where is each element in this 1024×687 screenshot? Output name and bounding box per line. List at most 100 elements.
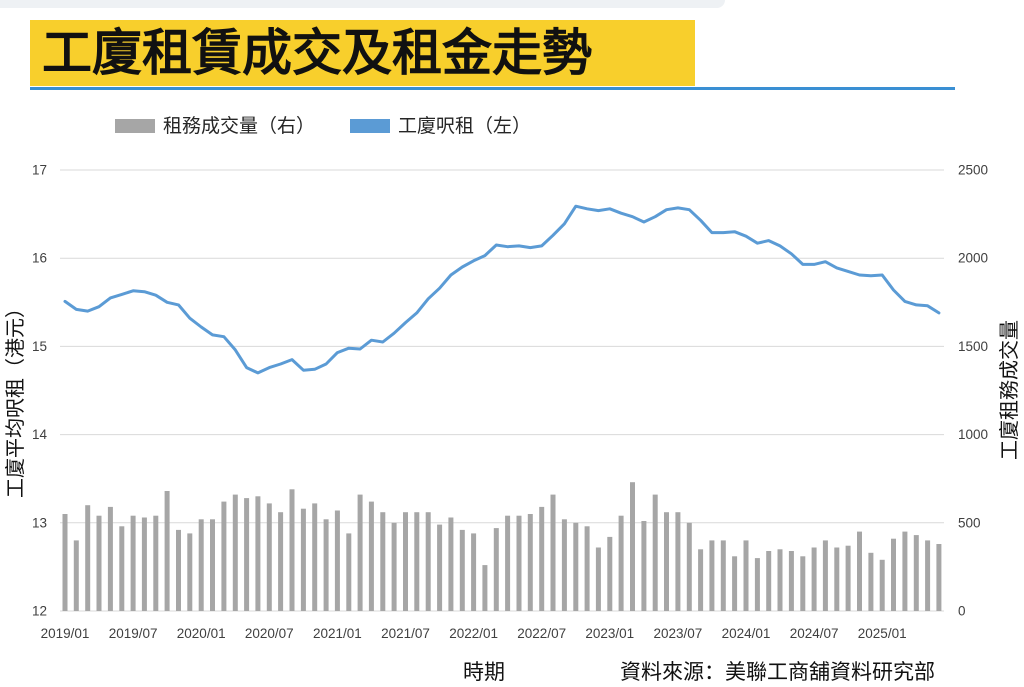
volume-bar [73, 540, 79, 611]
volume-bar [266, 503, 272, 611]
rent-line [63, 204, 941, 375]
volume-bar [822, 540, 828, 611]
y-axis-left-title: 工廈平均呎租（港元） [3, 298, 27, 498]
x-tick-label: 2022/01 [449, 626, 498, 641]
volume-bar [493, 528, 499, 611]
volume-bar [130, 515, 136, 611]
volume-bar [720, 540, 726, 611]
volume-bar [312, 503, 318, 611]
x-tick-label: 2024/07 [790, 626, 839, 641]
volume-bar [368, 501, 374, 611]
x-tick-label: 2020/07 [245, 626, 294, 641]
volume-bar [85, 505, 91, 611]
y-left-tick-label: 12 [32, 604, 47, 619]
header-strip [0, 0, 725, 8]
volume-bar [527, 514, 533, 611]
volume-bar [675, 512, 681, 611]
volume-bar [437, 524, 443, 611]
volume-bar [300, 508, 306, 611]
volume-bar [607, 536, 613, 611]
volume-bar [664, 512, 669, 611]
legend-label-volume: 租務成交量（右） [163, 115, 316, 137]
volume-bar [925, 540, 931, 611]
x-tick-label: 2020/01 [177, 626, 226, 641]
volume-bar [857, 531, 862, 611]
x-tick-label: 2019/01 [41, 626, 90, 641]
volume-bar [879, 559, 885, 611]
chart-title: 工廈租賃成交及租金走勢 [42, 24, 592, 82]
volume-bar [289, 489, 295, 611]
y-left-tick-label: 15 [32, 339, 47, 354]
legend-label-rent: 工廈呎租（左） [398, 115, 532, 137]
volume-bar [595, 547, 601, 611]
y-right-tick-label: 2500 [958, 163, 988, 178]
volume-bar [414, 512, 420, 611]
volume-bar [902, 531, 908, 611]
volume-bar [777, 549, 783, 611]
volume-bar [630, 482, 635, 611]
y-axis-right-title: 工廈租務成交量 [997, 320, 1021, 460]
y-left-tick-label: 17 [32, 163, 47, 178]
volume-bar [868, 552, 874, 611]
volume-bar [141, 517, 147, 611]
volume-bar [618, 515, 624, 611]
volume-bar [754, 558, 760, 611]
volume-bar [448, 517, 454, 611]
volume-bar [221, 501, 227, 611]
source-note: 資料來源：美聯工商舖資料研究部 [620, 660, 935, 684]
volume-bar [323, 519, 329, 611]
volume-bar [732, 556, 738, 611]
volume-bar [119, 526, 125, 611]
volume-bar [187, 533, 193, 611]
volume-bar [800, 556, 806, 611]
title-underline [30, 87, 955, 90]
volume-bar [482, 565, 488, 611]
volume-bar [244, 498, 250, 611]
volume-bar [346, 533, 352, 611]
x-axis-title: 時期 [463, 660, 505, 684]
volume-bar [913, 535, 919, 611]
volume-bar [561, 519, 567, 611]
y-right-tick-label: 1500 [958, 339, 988, 354]
volume-bar [584, 526, 590, 611]
volume-bar [198, 519, 204, 611]
volume-bar [471, 533, 477, 611]
y-left-tick-label: 14 [32, 427, 48, 442]
volume-bar [62, 514, 68, 611]
volume-bar [834, 547, 840, 611]
volume-bar [505, 515, 511, 611]
volume-bar [686, 522, 692, 611]
volume-bar [652, 494, 658, 611]
y-right-tick-label: 1000 [958, 427, 988, 442]
volume-bar [153, 515, 159, 611]
y-left-tick-label: 16 [32, 251, 47, 266]
legend-swatch-rent [350, 119, 390, 133]
volume-bar [232, 494, 238, 611]
legend-swatch-volume [115, 119, 155, 133]
volume-bar [539, 506, 545, 611]
volume-bar [459, 529, 465, 611]
x-tick-label: 2023/01 [585, 626, 634, 641]
volume-bar [425, 512, 431, 611]
volume-bar [936, 544, 942, 611]
volume-bar [811, 547, 817, 611]
y-right-tick-label: 2000 [958, 251, 988, 266]
volume-bar [573, 522, 579, 611]
title-box: 工廈租賃成交及租金走勢 [30, 20, 695, 86]
x-tick-label: 2024/01 [722, 626, 771, 641]
y-left-tick-label: 13 [32, 515, 47, 530]
volume-bar [709, 540, 715, 611]
volume-bar [516, 515, 522, 611]
volume-bar [210, 519, 215, 611]
x-tick-label: 2022/07 [517, 626, 566, 641]
volume-bars [62, 482, 942, 611]
volume-bar [107, 506, 113, 611]
volume-bar [255, 496, 261, 611]
x-tick-label: 2023/07 [653, 626, 702, 641]
gridlines [60, 169, 944, 612]
volume-bar [788, 551, 794, 611]
volume-bar [391, 522, 397, 611]
volume-bar [278, 512, 284, 611]
